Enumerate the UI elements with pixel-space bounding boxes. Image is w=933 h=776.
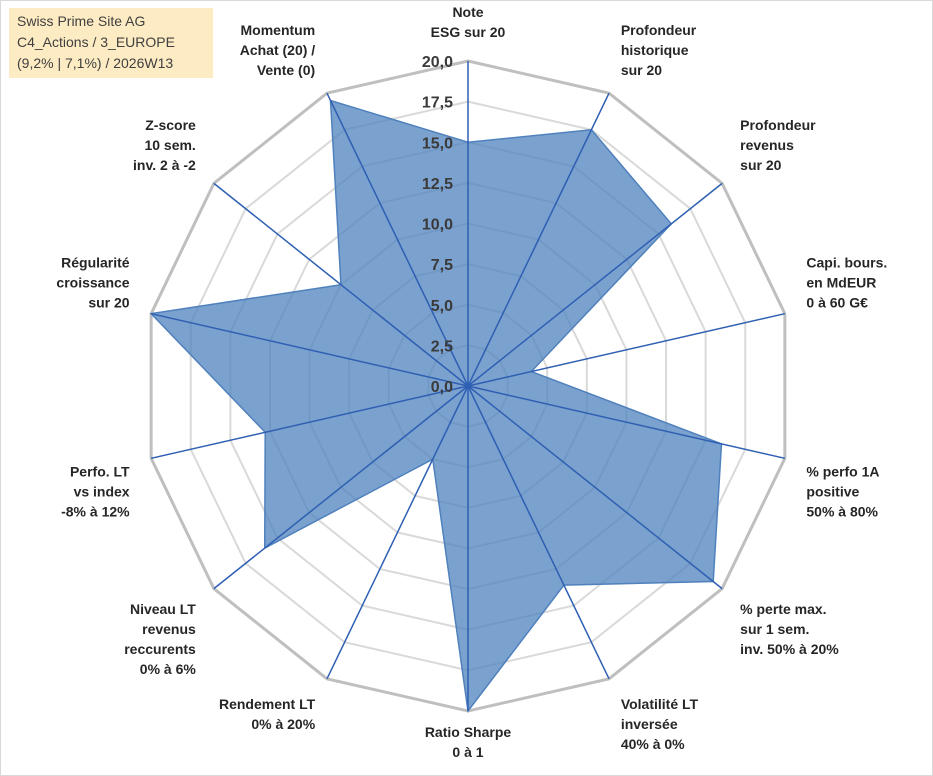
axis-label: sur 20 xyxy=(740,157,781,173)
axis-label: en MdEUR xyxy=(806,275,876,291)
tick-label: 15,0 xyxy=(422,135,453,152)
tick-layer: 0,0 2,5 5,0 7,5 10,0 12,5 15,0 17,5 20,0 xyxy=(422,54,453,396)
axis-label: inversée xyxy=(621,716,678,732)
tick-label: 20,0 xyxy=(422,54,453,71)
axis-label: 50% à 80% xyxy=(806,503,878,519)
axis-label: Note xyxy=(452,4,483,20)
axis-spoke xyxy=(326,92,469,387)
axis-label: Profondeur xyxy=(621,22,697,38)
axis-label: Z-score xyxy=(145,117,196,133)
axis-label: 0 à 1 xyxy=(452,744,483,760)
axis-label: inv. 2 à -2 xyxy=(133,157,196,173)
axis-label: Ratio Sharpe xyxy=(425,724,512,740)
tick-label: 7,5 xyxy=(431,257,453,274)
axis-label: revenus xyxy=(740,137,794,153)
axis-label: 0% à 20% xyxy=(251,716,315,732)
axis-spoke xyxy=(213,385,469,590)
axis-label: Rendement LT xyxy=(219,696,316,712)
axis-label: 0 à 60 G€ xyxy=(806,295,868,311)
axis-label: Vente (0) xyxy=(257,62,315,78)
info-box: Swiss Prime Site AG C4_Actions / 3_EUROP… xyxy=(9,8,213,78)
axis-label: Profondeur xyxy=(740,117,816,133)
axis-label: 40% à 0% xyxy=(621,736,685,752)
axis-label: historique xyxy=(621,42,689,58)
axis-label: Régularité xyxy=(61,255,130,271)
tick-label: 0,0 xyxy=(431,379,453,396)
axis-label: croissance xyxy=(56,275,129,291)
info-category: C4_Actions / 3_EUROPE xyxy=(17,34,175,50)
tick-label: 2,5 xyxy=(431,338,453,355)
axis-label: sur 20 xyxy=(88,295,129,311)
tick-label: 12,5 xyxy=(422,176,453,193)
axis-spoke xyxy=(467,182,723,387)
tick-label: 10,0 xyxy=(422,217,453,234)
axis-spoke xyxy=(467,385,786,460)
axis-label: positive xyxy=(806,483,859,499)
axis-label: -8% à 12% xyxy=(61,503,130,519)
axis-label: sur 1 sem. xyxy=(740,621,809,637)
tick-label: 17,5 xyxy=(422,95,453,112)
axis-label: ESG sur 20 xyxy=(431,24,506,40)
axis-label: Niveau LT xyxy=(130,601,196,617)
axis-label: vs index xyxy=(74,483,130,499)
axis-spoke xyxy=(467,312,786,387)
info-company: Swiss Prime Site AG xyxy=(17,13,146,29)
axis-label: 10 sem. xyxy=(144,137,195,153)
axis-label-layer: Note ESG sur 20 Profondeur historique sur 20… xyxy=(56,4,887,760)
axis-label: % perte max. xyxy=(740,601,826,617)
axis-spoke xyxy=(467,385,723,590)
axis-label: Perfo. LT xyxy=(70,463,130,479)
axis-label: Achat (20) / xyxy=(240,42,316,58)
data-layer xyxy=(149,61,786,713)
axis-spoke xyxy=(467,92,610,387)
axis-label: Volatilité LT xyxy=(621,696,699,712)
info-period: (9,2% | 7,1%) / 2026W13 xyxy=(17,55,174,71)
axis-label: inv. 50% à 20% xyxy=(740,641,839,657)
axis-label: 0% à 6% xyxy=(140,661,197,677)
axis-label: sur 20 xyxy=(621,62,662,78)
axis-spoke xyxy=(213,182,469,387)
axis-label: % perfo 1A xyxy=(806,463,879,479)
axis-spoke xyxy=(150,385,469,460)
axis-spoke xyxy=(326,385,469,680)
axis-label: Capi. bours. xyxy=(806,255,887,271)
tick-label: 5,0 xyxy=(431,298,453,315)
axis-label: reccurents xyxy=(124,641,196,657)
axis-spoke xyxy=(150,312,469,387)
axis-spoke xyxy=(467,385,610,680)
axis-label: revenus xyxy=(142,621,196,637)
axis-label: Momentum xyxy=(241,22,316,38)
